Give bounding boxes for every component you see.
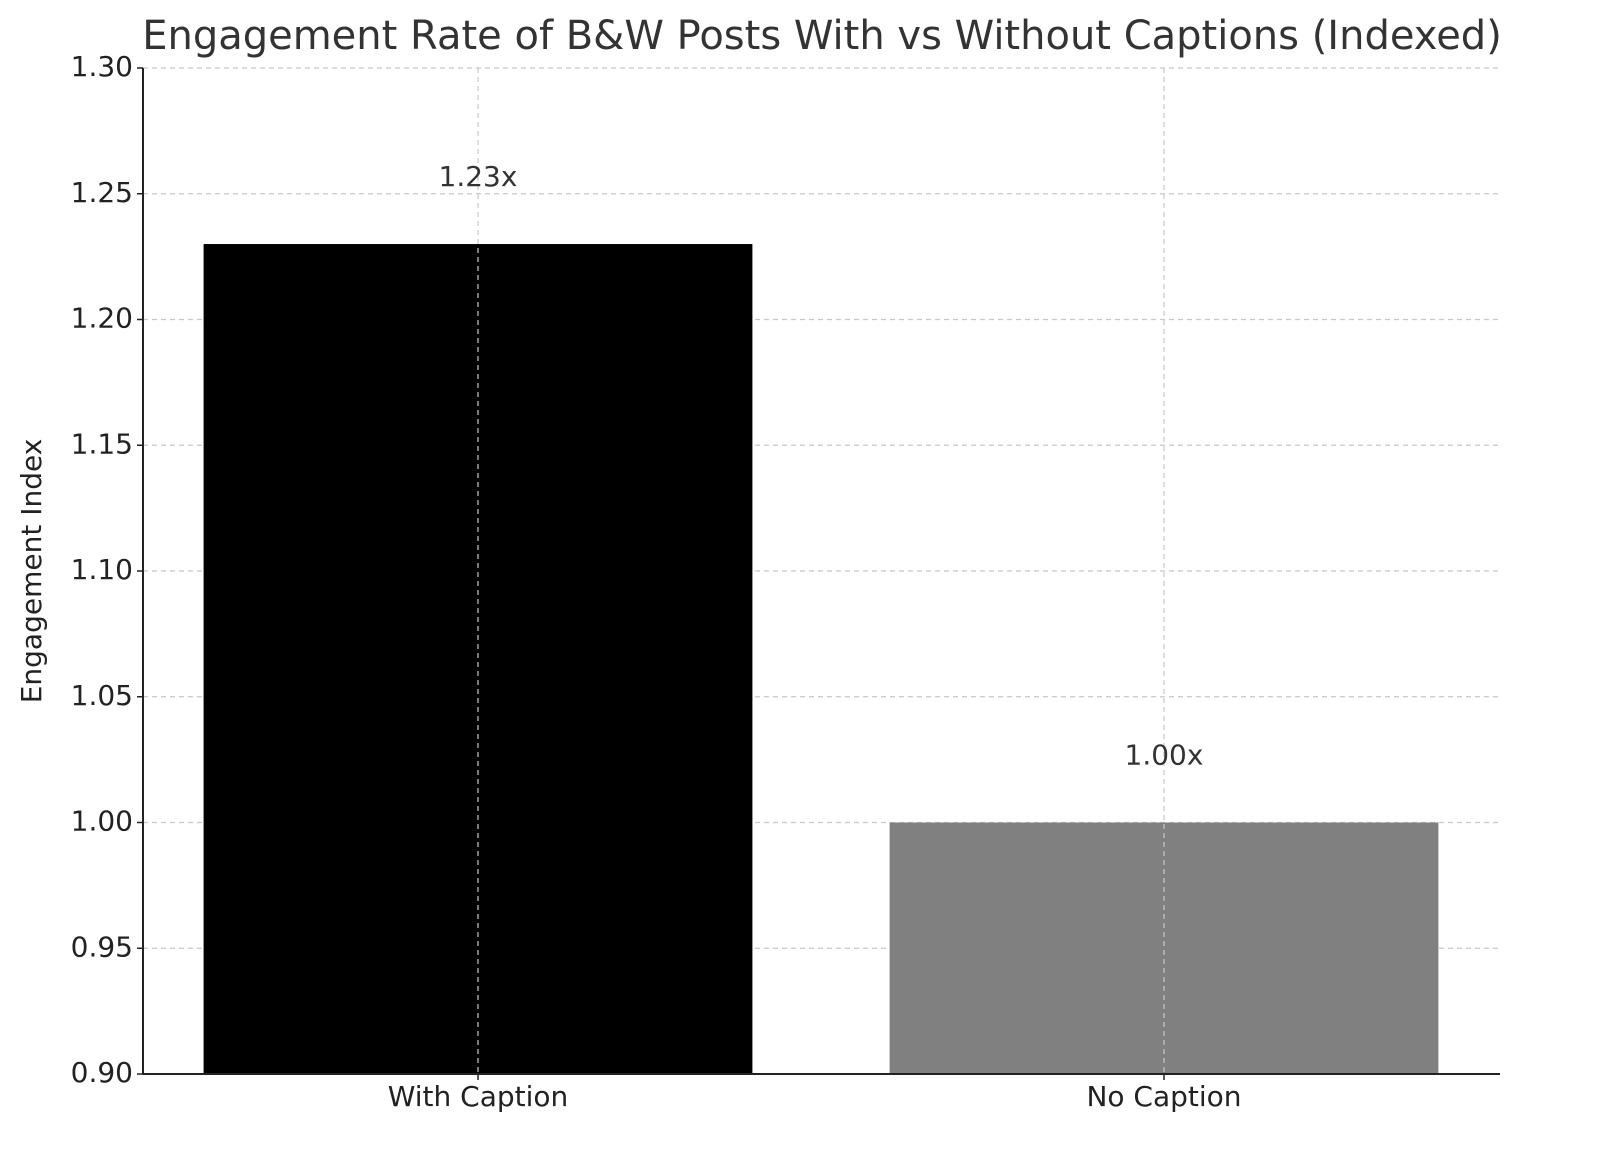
value-label: 1.00x	[1125, 739, 1204, 772]
y-axis-label: Engagement Index	[15, 439, 48, 704]
y-tick-label: 0.90	[71, 1056, 133, 1089]
y-tick-label: 1.15	[71, 427, 133, 460]
y-tick-label: 1.30	[71, 50, 133, 83]
x-tick-label: With Caption	[388, 1080, 569, 1113]
x-tick-label: No Caption	[1086, 1080, 1241, 1113]
value-label: 1.23x	[439, 160, 518, 193]
y-tick-label: 1.00	[71, 805, 133, 838]
y-tick-label: 0.95	[71, 930, 133, 963]
y-tick-label: 1.05	[71, 679, 133, 712]
y-tick-label: 1.20	[71, 302, 133, 335]
y-tick-label: 1.25	[71, 176, 133, 209]
chart-title: Engagement Rate of B&W Posts With vs Wit…	[142, 13, 1502, 59]
y-tick-label: 1.10	[71, 553, 133, 586]
